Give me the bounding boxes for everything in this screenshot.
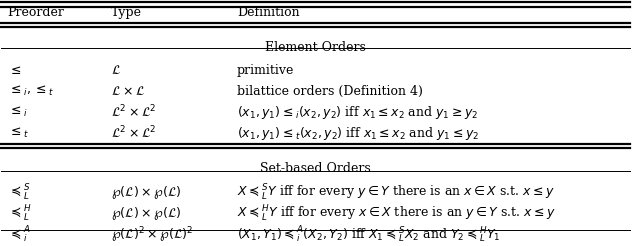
Text: $\mathcal{L}^2 \times \mathcal{L}^2$: $\mathcal{L}^2 \times \mathcal{L}^2$ xyxy=(111,104,157,121)
Text: $\mathcal{L}$: $\mathcal{L}$ xyxy=(111,64,122,77)
Text: $\preceq_i^A$: $\preceq_i^A$ xyxy=(8,225,31,245)
Text: Type: Type xyxy=(111,6,142,19)
Text: $\mathcal{L}^2 \times \mathcal{L}^2$: $\mathcal{L}^2 \times \mathcal{L}^2$ xyxy=(111,125,157,141)
Text: Preorder: Preorder xyxy=(8,6,65,19)
Text: $(X_1, Y_1) \preceq_i^A (X_2, Y_2)$ iff $X_1 \preceq_L^S X_2$ and $Y_2 \preceq_L: $(X_1, Y_1) \preceq_i^A (X_2, Y_2)$ iff … xyxy=(237,225,500,245)
Text: Set-based Orders: Set-based Orders xyxy=(260,162,371,175)
Text: $\leq_i, \leq_t$: $\leq_i, \leq_t$ xyxy=(8,84,54,98)
Text: $X \preceq_L^S Y$ iff for every $y \in Y$ there is an $x \in X$ s.t. $x \leq y$: $X \preceq_L^S Y$ iff for every $y \in Y… xyxy=(237,183,555,203)
Text: $\wp(\mathcal{L}) \times \wp(\mathcal{L})$: $\wp(\mathcal{L}) \times \wp(\mathcal{L}… xyxy=(111,184,182,201)
Text: $\preceq_L^S$: $\preceq_L^S$ xyxy=(8,183,31,203)
Text: $\leq$: $\leq$ xyxy=(8,64,21,77)
Text: $(x_1, y_1) \leq_i (x_2, y_2)$ iff $x_1 \leq x_2$ and $y_1 \geq y_2$: $(x_1, y_1) \leq_i (x_2, y_2)$ iff $x_1 … xyxy=(237,104,478,121)
Text: $\wp(\mathcal{L})^2 \times \wp(\mathcal{L})^2$: $\wp(\mathcal{L})^2 \times \wp(\mathcal{… xyxy=(111,225,194,245)
Text: $\leq_t$: $\leq_t$ xyxy=(8,126,29,140)
Text: $\leq_i$: $\leq_i$ xyxy=(8,105,28,119)
Text: Definition: Definition xyxy=(237,6,300,19)
Text: primitive: primitive xyxy=(237,64,294,77)
Text: Element Orders: Element Orders xyxy=(265,41,366,54)
Text: $\wp(\mathcal{L}) \times \wp(\mathcal{L})$: $\wp(\mathcal{L}) \times \wp(\mathcal{L}… xyxy=(111,205,182,222)
Text: $X \preceq_L^H Y$ iff for every $x \in X$ there is an $y \in Y$ s.t. $x \leq y$: $X \preceq_L^H Y$ iff for every $x \in X… xyxy=(237,204,556,224)
Text: $\preceq_L^H$: $\preceq_L^H$ xyxy=(8,204,31,224)
Text: $(x_1, y_1) \leq_t (x_2, y_2)$ iff $x_1 \leq x_2$ and $y_1 \leq y_2$: $(x_1, y_1) \leq_t (x_2, y_2)$ iff $x_1 … xyxy=(237,125,479,142)
Text: bilattice orders (Definition 4): bilattice orders (Definition 4) xyxy=(237,85,423,98)
Text: $\mathcal{L} \times \mathcal{L}$: $\mathcal{L} \times \mathcal{L}$ xyxy=(111,85,145,98)
